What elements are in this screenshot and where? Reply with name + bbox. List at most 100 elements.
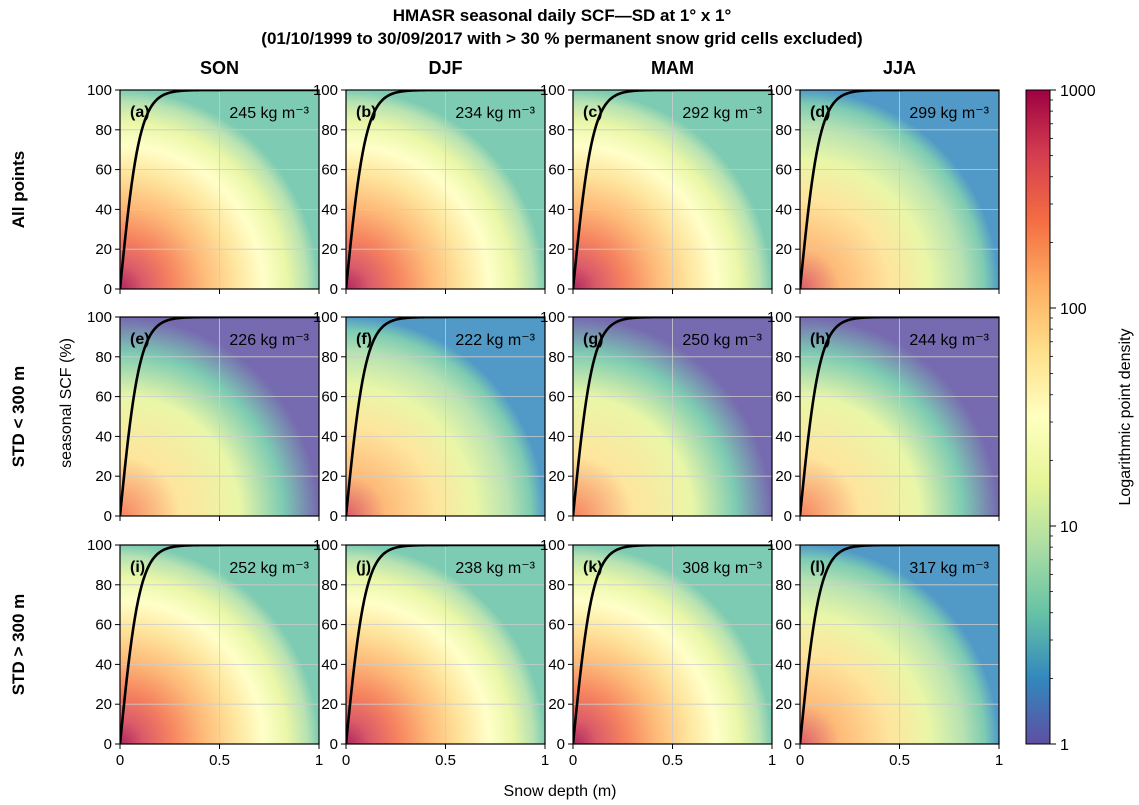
- y-tick-label: 100: [540, 537, 565, 554]
- panel-label: (c): [583, 104, 603, 121]
- y-tick-label: 60: [548, 389, 565, 406]
- panel-label: (h): [810, 331, 830, 348]
- y-tick-label: 80: [775, 122, 792, 139]
- colorbar-tick-label: 1000: [1060, 83, 1096, 100]
- panel-label: (f): [356, 331, 372, 348]
- y-tick-label: 100: [767, 309, 792, 326]
- y-tick-label: 100: [313, 309, 338, 326]
- panel: 0 20 40 60 80 100 (h) 244 kg m⁻³: [767, 309, 1000, 525]
- row-header: All points: [9, 151, 28, 228]
- panel-label: (i): [130, 559, 145, 576]
- column-header: DJF: [428, 58, 462, 78]
- panel: 0 20 40 60 80 100 (d) 299 kg m⁻³: [767, 82, 1000, 298]
- density-annotation: 226 kg m⁻³: [229, 332, 309, 349]
- figure-subtitle: (01/10/1999 to 30/09/2017 with > 30 % pe…: [261, 29, 862, 48]
- y-tick-label: 80: [95, 577, 112, 594]
- y-tick-label: 60: [775, 389, 792, 406]
- y-tick-label: 100: [767, 537, 792, 554]
- panel-label: (b): [356, 104, 376, 121]
- y-tick-label: 40: [548, 428, 565, 445]
- y-tick-label: 40: [548, 656, 565, 673]
- density-annotation: 234 kg m⁻³: [455, 105, 535, 122]
- y-tick-label: 0: [557, 281, 565, 298]
- figure-title: HMASR seasonal daily SCF—SD at 1° x 1°: [393, 6, 732, 25]
- panel: 0 20 40 60 80 100 (e) 226 kg m⁻³: [87, 309, 320, 525]
- y-tick-label: 80: [321, 349, 338, 366]
- colorbar-label: Logarithmic point density: [1117, 329, 1134, 506]
- row-header: STD > 300 m: [9, 594, 28, 696]
- y-tick-label: 0: [784, 508, 792, 525]
- x-axis-label: Snow depth (m): [504, 783, 617, 800]
- density-annotation: 252 kg m⁻³: [229, 560, 309, 577]
- y-tick-label: 0: [330, 736, 338, 753]
- y-tick-label: 80: [548, 122, 565, 139]
- y-tick-label: 100: [540, 82, 565, 99]
- y-tick-label: 100: [87, 309, 112, 326]
- y-tick-label: 100: [313, 537, 338, 554]
- density-annotation: 238 kg m⁻³: [455, 560, 535, 577]
- y-tick-label: 40: [775, 201, 792, 218]
- y-tick-label: 80: [95, 122, 112, 139]
- x-tick-label: 0: [796, 752, 804, 769]
- panel: 0 20 40 60 80 100 (b) 234 kg m⁻³: [313, 82, 546, 298]
- density-annotation: 222 kg m⁻³: [455, 332, 535, 349]
- colorbar-tick-label: 10: [1060, 519, 1078, 536]
- x-tick-label: 0: [342, 752, 350, 769]
- panel-label: (k): [583, 559, 603, 576]
- y-tick-label: 20: [95, 241, 112, 258]
- x-tick-label: 1: [315, 752, 323, 769]
- density-annotation: 244 kg m⁻³: [909, 332, 989, 349]
- panel-label: (j): [356, 559, 371, 576]
- y-tick-label: 0: [104, 508, 112, 525]
- y-tick-label: 80: [321, 577, 338, 594]
- y-tick-label: 40: [95, 428, 112, 445]
- panel: 0 20 40 60 80 100 0 0.5 1 (l) 317 kg m⁻³: [767, 537, 1003, 769]
- y-tick-label: 20: [548, 696, 565, 713]
- y-tick-label: 40: [95, 201, 112, 218]
- y-tick-label: 60: [775, 162, 792, 179]
- panel: 0 20 40 60 80 100 (c) 292 kg m⁻³: [540, 82, 773, 298]
- y-tick-label: 40: [321, 428, 338, 445]
- colorbar-tick-label: 1: [1060, 737, 1069, 754]
- x-tick-label: 1: [768, 752, 776, 769]
- y-tick-label: 40: [775, 656, 792, 673]
- y-tick-label: 60: [321, 617, 338, 634]
- colorbar-tick-label: 100: [1060, 301, 1087, 318]
- y-tick-label: 80: [95, 349, 112, 366]
- panel-label: (g): [583, 331, 603, 348]
- y-tick-label: 100: [313, 82, 338, 99]
- panel: 0 20 40 60 80 100 0 0.5 1 (k) 308 kg m⁻³: [540, 537, 776, 769]
- y-tick-label: 20: [775, 241, 792, 258]
- y-tick-label: 80: [321, 122, 338, 139]
- density-annotation: 245 kg m⁻³: [229, 105, 309, 122]
- x-tick-label: 0: [569, 752, 577, 769]
- y-tick-label: 60: [321, 389, 338, 406]
- density-annotation: 299 kg m⁻³: [909, 105, 989, 122]
- y-tick-label: 60: [95, 617, 112, 634]
- x-tick-label: 1: [995, 752, 1003, 769]
- y-tick-label: 60: [95, 162, 112, 179]
- density-annotation: 292 kg m⁻³: [682, 105, 762, 122]
- y-tick-label: 0: [104, 736, 112, 753]
- density-annotation: 308 kg m⁻³: [682, 560, 762, 577]
- panel: 0 20 40 60 80 100 0 0.5 1 (j) 238 kg m⁻³: [313, 537, 549, 769]
- panel: 0 20 40 60 80 100 (g) 250 kg m⁻³: [540, 309, 773, 525]
- y-tick-label: 100: [540, 309, 565, 326]
- y-tick-label: 20: [548, 468, 565, 485]
- x-tick-label: 0: [116, 752, 124, 769]
- y-tick-label: 40: [321, 201, 338, 218]
- y-tick-label: 100: [87, 82, 112, 99]
- y-tick-label: 60: [775, 617, 792, 634]
- x-tick-label: 0.5: [435, 752, 456, 769]
- y-tick-label: 0: [557, 736, 565, 753]
- y-tick-label: 20: [775, 696, 792, 713]
- colorbar: 1 10 100 1000: [1025, 83, 1096, 754]
- y-tick-label: 40: [775, 428, 792, 445]
- colorbar-gradient: [1025, 89, 1051, 745]
- panel: 0 20 40 60 80 100 (f) 222 kg m⁻³: [313, 309, 546, 525]
- density-annotation: 317 kg m⁻³: [909, 560, 989, 577]
- y-tick-label: 20: [775, 468, 792, 485]
- y-tick-label: 60: [548, 617, 565, 634]
- y-tick-label: 0: [784, 736, 792, 753]
